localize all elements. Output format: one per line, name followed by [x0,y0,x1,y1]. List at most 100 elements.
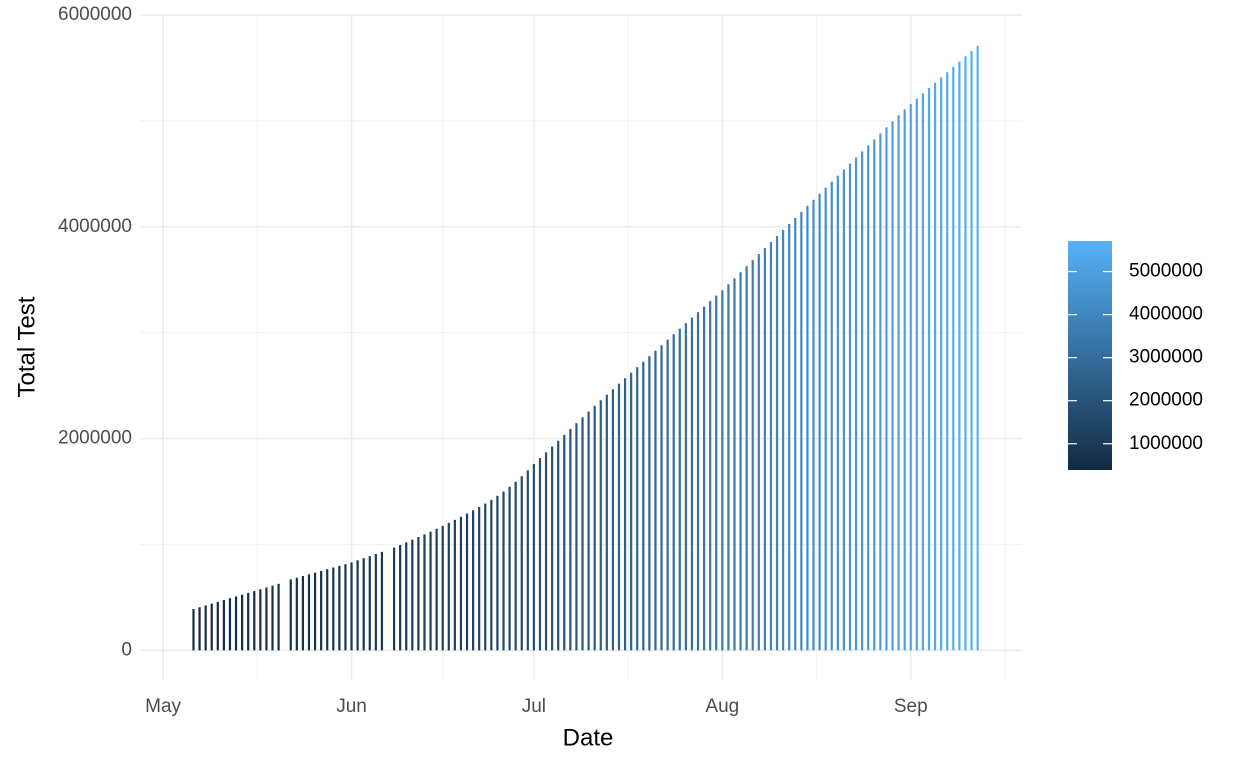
bar [502,491,505,651]
bar [933,82,937,651]
bar [362,558,365,651]
bar [313,572,317,651]
bar [465,513,469,651]
bar [295,577,298,651]
bar [842,169,845,651]
bar [192,609,195,651]
bar [587,411,590,651]
y-tick-label: 6000000 [58,4,132,25]
bar [204,605,207,651]
bar [277,583,280,651]
x-tick-label: Sep [894,696,928,717]
bar [660,345,663,651]
bar [678,328,681,651]
bar [617,383,621,651]
legend-label: 3000000 [1129,347,1203,368]
bar [970,51,973,651]
bar [800,211,803,651]
bar [344,564,347,651]
bar [320,570,323,651]
bar [411,539,414,651]
bar [715,295,718,651]
bar [630,372,633,651]
bar [557,440,560,651]
bar [848,163,852,651]
x-axis-title: Date [563,724,614,751]
bar [326,569,329,651]
bar [940,77,943,651]
bar [514,481,517,651]
bar [380,551,384,651]
bar [417,537,420,651]
bar [532,463,535,651]
bar [289,579,292,651]
bar [867,145,870,651]
bar [903,109,906,651]
bar [927,88,931,651]
y-tick-label: 4000000 [58,216,132,237]
bar [496,495,499,651]
bar [247,592,250,651]
bar [575,423,578,651]
bar [405,542,408,651]
bar [241,594,244,651]
bar [721,290,724,651]
bar [921,93,925,651]
bar [490,499,493,651]
bar [757,254,760,651]
bar [368,556,371,651]
x-tick-label: Aug [705,696,739,717]
bar [265,587,268,651]
legend-label: 1000000 [1129,433,1203,454]
bar [733,278,736,651]
bar [435,528,438,651]
bar [623,378,627,651]
bar [253,591,256,651]
bar [599,400,602,651]
bar [696,312,700,651]
bar [672,334,675,651]
bar [684,323,687,651]
bar [727,284,730,651]
bar [636,367,639,651]
bar [423,534,426,651]
x-tick-label: May [145,696,181,717]
bar [271,585,274,651]
colorbar [1068,241,1112,470]
bar [569,429,572,651]
bar [210,603,213,651]
x-tick-label: Jun [336,696,367,717]
bar [198,607,201,651]
bar [538,458,542,651]
bar [830,181,833,651]
bar [751,260,754,651]
bar [861,151,864,651]
bar [769,242,773,651]
bar [611,389,615,651]
bar [484,503,487,651]
bar [879,133,882,651]
bar [836,175,839,651]
bar [702,306,706,651]
bar [952,66,955,651]
bar [447,522,450,651]
bar [259,589,262,651]
bar [806,205,809,651]
bar [593,405,596,651]
bar [873,139,876,651]
bar [216,601,219,651]
bar [891,121,894,651]
bar [824,187,827,651]
bar [782,229,785,651]
bar [946,72,949,651]
bar [812,199,815,651]
bar [234,596,238,651]
bar [745,266,748,651]
bar [709,301,712,651]
x-tick-label: Jul [522,696,546,717]
bar [818,193,821,651]
legend-label: 2000000 [1129,390,1203,411]
bar [654,350,657,651]
bar [666,339,669,651]
bar [301,576,305,651]
